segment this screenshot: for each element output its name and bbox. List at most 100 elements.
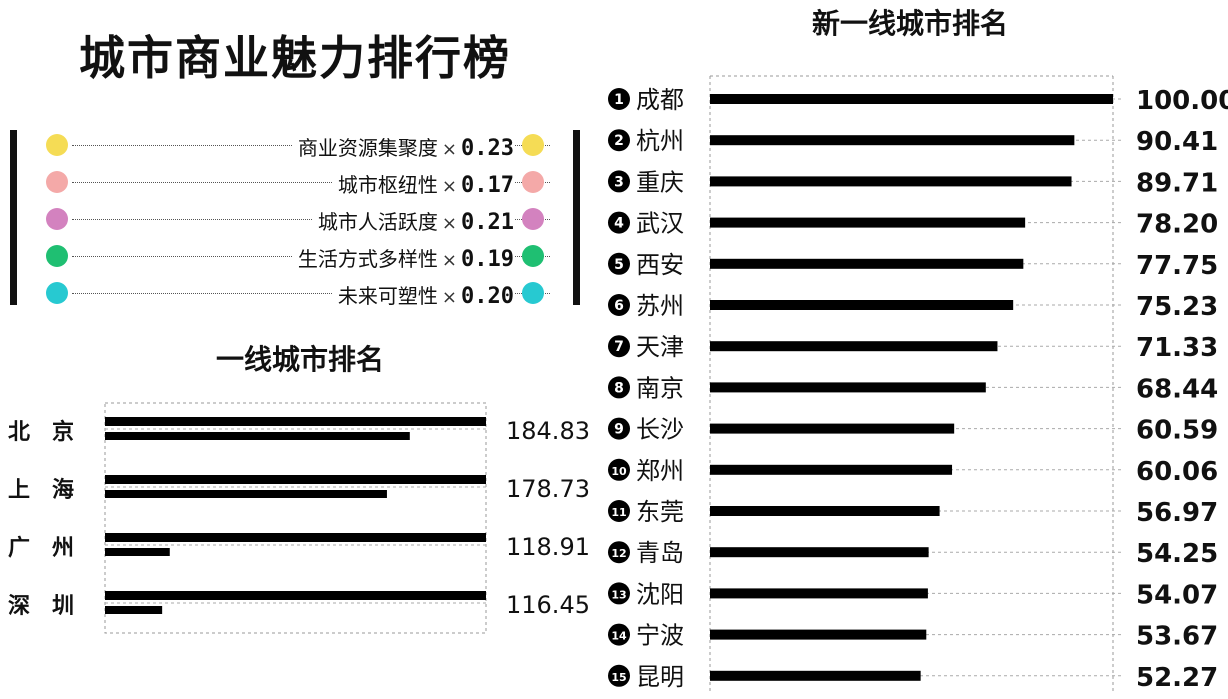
city-label: 青岛 — [636, 539, 684, 567]
rank-number: 8 — [614, 380, 624, 396]
bar — [105, 548, 170, 556]
bar — [105, 533, 486, 542]
legend-dot — [46, 134, 68, 156]
legend-times: × — [441, 287, 458, 308]
rank-number: 11 — [611, 506, 626, 519]
rank-badge — [608, 211, 630, 234]
bar — [710, 588, 928, 599]
legend-item: 城市人活跃度 × 0.21 — [40, 204, 550, 235]
bar — [710, 670, 921, 681]
legend-weight: 0.21 — [461, 210, 514, 235]
value-label: 75.23 — [1136, 292, 1218, 322]
bar — [105, 432, 410, 440]
category-label: 上 海 — [8, 477, 74, 503]
city-label: 昆明 — [636, 663, 684, 691]
rank-number: 14 — [611, 630, 627, 643]
rank-badge — [608, 458, 630, 481]
rank-number: 3 — [614, 174, 624, 190]
value-label: 178.73 — [506, 475, 590, 503]
rank-number: 10 — [611, 465, 627, 478]
rank-badge — [608, 664, 630, 687]
city-label: 武汉 — [636, 210, 684, 238]
bar — [105, 417, 486, 426]
city-label: 郑州 — [636, 457, 684, 485]
rank-number: 5 — [614, 257, 624, 273]
rank-badge — [608, 376, 630, 399]
legend-leader-line — [72, 219, 550, 220]
bar — [710, 94, 1113, 104]
legend-dot — [522, 134, 544, 156]
legend-right-rule — [573, 130, 580, 305]
legend-label: 生活方式多样性 — [297, 247, 438, 271]
category-label: 北 京 — [8, 419, 74, 445]
bar — [105, 490, 387, 498]
plot-frame — [104, 402, 487, 634]
value-label: 89.71 — [1136, 168, 1218, 198]
value-label: 116.45 — [506, 591, 590, 619]
city-label: 成都 — [636, 86, 684, 114]
value-label: 60.59 — [1136, 416, 1218, 446]
legend-times: × — [441, 213, 458, 234]
bar — [105, 591, 486, 600]
value-label: 78.20 — [1136, 210, 1218, 240]
rank-number: 15 — [611, 671, 626, 684]
rank-number: 13 — [611, 588, 626, 601]
legend-item: 未来可塑性 × 0.20 — [40, 278, 550, 309]
value-label: 77.75 — [1136, 251, 1218, 281]
legend-leader-line — [72, 293, 550, 294]
city-label: 沈阳 — [636, 580, 684, 608]
bar — [710, 300, 1014, 310]
rank-badge — [608, 335, 630, 358]
value-label: 53.67 — [1136, 622, 1218, 652]
value-label: 118.91 — [506, 533, 590, 561]
category-label: 深 圳 — [8, 594, 74, 619]
city-label: 天津 — [636, 333, 684, 361]
legend-leader-line — [72, 182, 550, 183]
bar — [710, 382, 986, 393]
category-label: 广 州 — [8, 535, 74, 561]
legend-dot — [522, 245, 544, 267]
legend-weight: 0.23 — [461, 136, 514, 161]
legend-label: 城市枢纽性 — [337, 173, 438, 197]
legend-dot — [46, 282, 68, 304]
legend-text: 生活方式多样性 × 0.19 — [291, 243, 514, 272]
city-label: 东莞 — [636, 498, 684, 526]
value-label: 100.00 — [1136, 86, 1228, 116]
bar — [710, 258, 1024, 269]
legend-item: 生活方式多样性 × 0.19 — [40, 241, 550, 272]
new-tier1-bar-chart: 1 成都 100.00 2 杭州 90.41 3 重庆 89.71 4 武汉 78.20 5 西安 77.7… — [608, 75, 1228, 693]
legend-item: 商业资源集聚度 × 0.23 — [40, 130, 550, 161]
legend-dot — [46, 245, 68, 267]
rank-badge — [608, 417, 630, 440]
bar — [710, 176, 1072, 187]
value-label: 54.25 — [1136, 539, 1218, 569]
rank-number: 12 — [611, 547, 626, 560]
rank-badge — [608, 500, 630, 522]
value-label: 90.41 — [1136, 127, 1218, 157]
legend-dot — [46, 171, 68, 193]
bar — [105, 475, 486, 484]
city-label: 杭州 — [636, 127, 684, 155]
city-label: 长沙 — [636, 416, 684, 444]
rank-number: 9 — [614, 422, 624, 438]
legend-times: × — [441, 176, 458, 197]
bar — [710, 341, 998, 352]
rank-badge — [608, 541, 630, 564]
legend-weight: 0.20 — [461, 284, 514, 309]
legend-text: 城市人活跃度 × 0.21 — [311, 206, 514, 235]
rank-badge — [608, 129, 630, 152]
value-label: 60.06 — [1136, 457, 1218, 487]
city-label: 南京 — [636, 374, 684, 402]
legend-weight: 0.17 — [461, 173, 514, 198]
legend-label: 未来可塑性 — [337, 284, 438, 308]
bar — [710, 506, 940, 516]
rank-badge — [608, 582, 630, 605]
legend-weight: 0.19 — [461, 247, 514, 272]
bar — [710, 423, 955, 434]
value-label: 184.83 — [506, 417, 590, 445]
legend-text: 城市枢纽性 × 0.17 — [331, 169, 514, 198]
tier1-chart-title: 一线城市排名 — [215, 343, 384, 376]
rank-number: 6 — [614, 298, 624, 314]
bar — [105, 606, 163, 614]
rank-badge — [608, 294, 630, 316]
